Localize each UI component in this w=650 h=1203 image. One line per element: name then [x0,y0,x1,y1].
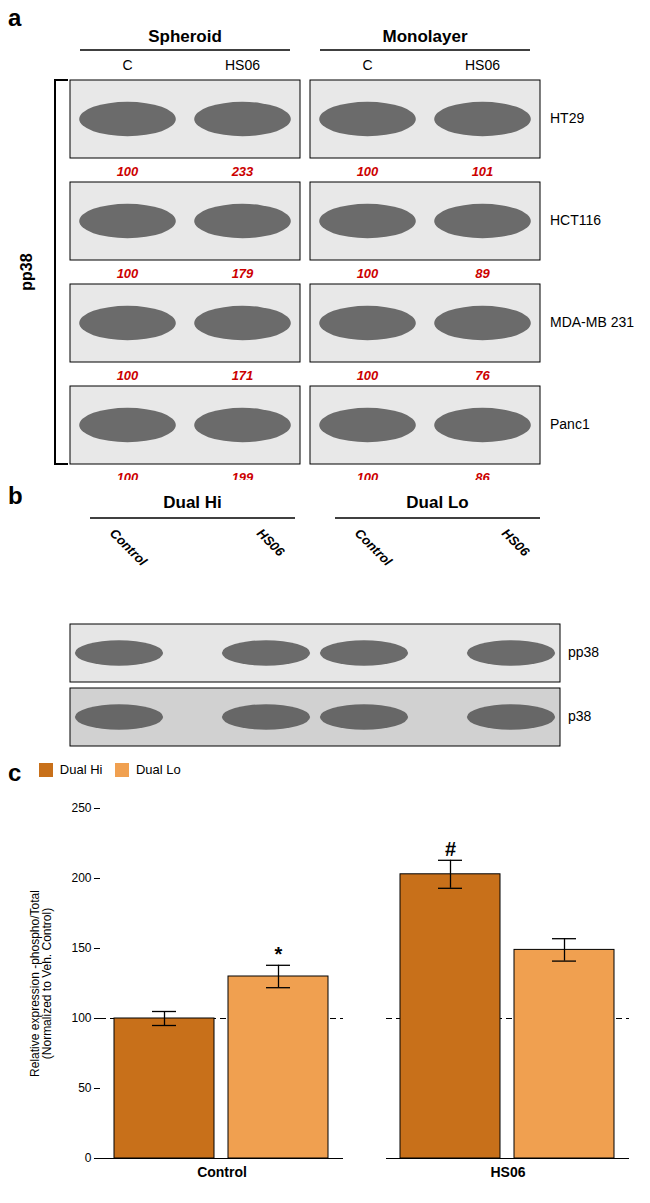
svg-text:MDA-MB 231: MDA-MB 231 [550,314,634,330]
svg-text:100: 100 [357,470,379,480]
svg-text:179: 179 [232,266,254,281]
svg-text:89: 89 [475,266,490,281]
svg-text:*: * [275,943,283,965]
svg-text:p38: p38 [568,708,592,724]
svg-text:Control: Control [107,526,151,570]
svg-text:171: 171 [232,368,254,383]
svg-text:Dual Lo: Dual Lo [406,493,468,512]
svg-text:Spheroid: Spheroid [148,27,222,46]
svg-text:76: 76 [475,368,490,383]
svg-text:86: 86 [475,470,490,480]
svg-text:Control: Control [352,526,396,570]
svg-text:Relative expression -phospho/T: Relative expression -phospho/Total(Norma… [28,890,54,1077]
svg-text:b: b [8,484,23,509]
html-text:Dual Lo: Dual Lo [136,762,181,778]
svg-text:C: C [362,57,372,73]
svg-text:HT29: HT29 [550,110,584,126]
svg-text:C: C [122,57,132,73]
svg-text:HS06: HS06 [465,57,500,73]
html-text:Dual Hi: Dual Hi [59,762,103,778]
svg-text:HS06: HS06 [499,526,533,560]
svg-text:Panc1: Panc1 [550,416,590,432]
svg-text:pp38: pp38 [568,644,599,660]
svg-text:100: 100 [357,368,379,383]
svg-text:HS06: HS06 [225,57,260,73]
html-text:c: c [8,759,22,786]
svg-text:199: 199 [232,470,254,480]
svg-text:250: 250 [71,801,91,815]
svg-text:HS06: HS06 [254,526,288,560]
svg-text:Dual Hi: Dual Hi [163,493,222,512]
svg-text:100: 100 [117,266,139,281]
svg-text:100: 100 [357,266,379,281]
svg-text:a: a [8,4,22,31]
svg-text:150: 150 [71,941,91,955]
svg-text:#: # [445,838,456,860]
svg-text:100: 100 [117,470,139,480]
svg-text:pp38: pp38 [18,253,35,290]
svg-text:100: 100 [357,164,379,179]
svg-text:Control: Control [197,1164,247,1180]
svg-text:50: 50 [78,1081,92,1095]
svg-text:100: 100 [117,164,139,179]
svg-text:Monolayer: Monolayer [382,27,467,46]
svg-text:HCT116: HCT116 [550,212,601,228]
svg-text:0: 0 [85,1151,92,1165]
svg-text:200: 200 [71,871,91,885]
svg-text:233: 233 [231,164,254,179]
svg-text:100: 100 [71,1011,91,1025]
svg-text:HS06: HS06 [490,1164,525,1180]
svg-text:101: 101 [472,164,494,179]
svg-text:100: 100 [117,368,139,383]
